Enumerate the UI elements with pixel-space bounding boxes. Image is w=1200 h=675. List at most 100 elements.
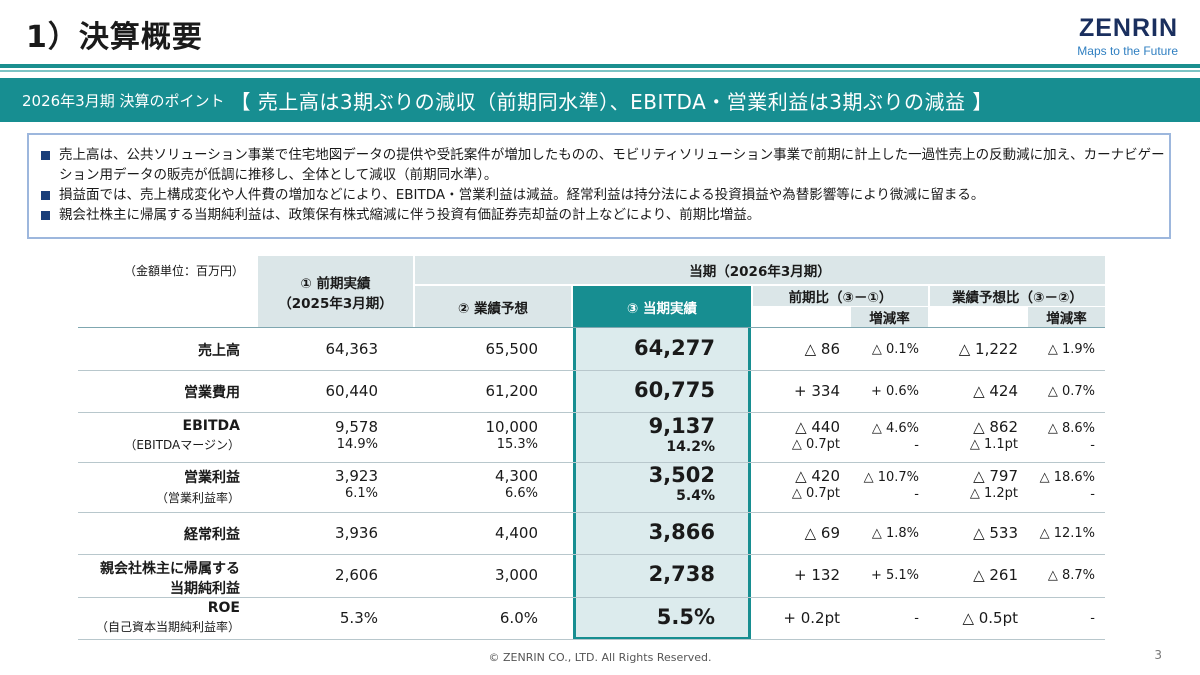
cell-fc-rate: △ 18.6% - — [1028, 470, 1095, 502]
row-label-sales: 売上高 — [198, 343, 240, 359]
cell-yoy-rate: + 0.6% — [870, 384, 919, 399]
cell-value: 3,923 — [335, 467, 378, 485]
header-rule-thin — [0, 70, 1200, 72]
cell-fc: △ 0.5pt — [962, 609, 1018, 627]
row-label-sub: （営業利益率） — [155, 491, 240, 505]
cell-actual: 60,775 — [633, 378, 715, 402]
cell-yoy-rate: △ 10.7% - — [851, 470, 919, 502]
row-divider — [78, 327, 1105, 328]
copyright-footer: © ZENRIN CO., LTD. All Rights Reserved. — [488, 651, 712, 664]
cell-subvalue: 14.9% — [336, 437, 378, 452]
cell-value: 4,300 — [495, 467, 538, 485]
banner-small-text: 2026年3月期 決算のポイント — [22, 91, 225, 110]
cell-prev: 2,606 — [335, 566, 378, 584]
cell-value: 3,502 — [648, 463, 715, 487]
logo-brand: ZENRIN — [1078, 14, 1178, 42]
row-label-main: ROE — [207, 600, 240, 616]
cell-fc: △ 1,222 — [958, 340, 1018, 358]
summary-list: 売上高は、公共ソリューション事業で住宅地図データの提供や受託案件が増加したものの… — [29, 135, 1169, 225]
row-label-main: 営業利益 — [184, 470, 240, 486]
cell-subvalue: - — [914, 487, 919, 502]
cell-forecast: 3,000 — [495, 566, 538, 584]
cell-value: △ 18.6% — [1039, 470, 1095, 485]
cell-fc-rate: △ 12.1% — [1039, 526, 1095, 541]
page-title: 1）決算概要 — [26, 20, 203, 55]
cell-subvalue: - — [1090, 487, 1095, 502]
cell-forecast: 10,000 15.3% — [415, 418, 539, 452]
header-rule — [0, 64, 1200, 68]
cell-actual: 5.5% — [656, 605, 715, 629]
cell-prev: 3,923 6.1% — [258, 467, 378, 501]
header-fc-rate: 増減率 — [1028, 307, 1105, 327]
header-prev-actual: ① 前期実績 （2025年3月期） — [258, 256, 413, 327]
row-divider — [78, 412, 1105, 413]
cell-yoy-rate: + 5.1% — [870, 568, 919, 583]
cell-fc-rate: △ 8.7% — [1047, 568, 1095, 583]
cell-forecast: 4,300 6.6% — [415, 467, 538, 501]
header-forecast: ② 業績予想 — [415, 286, 571, 327]
cell-prev: 5.3% — [339, 609, 378, 627]
logo-tagline: Maps to the Future — [1077, 44, 1178, 58]
cell-fc-rate: △ 8.6% - — [1028, 421, 1095, 453]
row-divider — [78, 462, 1105, 463]
cell-forecast: 6.0% — [499, 609, 538, 627]
cell-fc-rate: △ 0.7% — [1047, 384, 1095, 399]
header-actual: ③ 当期実績 — [573, 286, 751, 328]
row-label-operating-profit: 営業利益 （営業利益率） — [80, 467, 240, 506]
cell-fc: △ 424 — [973, 382, 1018, 400]
cell-subvalue: 6.1% — [344, 486, 378, 501]
cell-actual: 64,277 — [633, 336, 715, 360]
cell-yoy: △ 440 △ 0.7pt — [753, 418, 840, 452]
header-yoy-rate: 増減率 — [851, 307, 928, 327]
summary-item: 損益面では、売上構成変化や人件費の増加などにより、EBITDA・営業利益は減益。… — [39, 185, 1169, 205]
cell-prev: 9,578 14.9% — [258, 418, 378, 452]
cell-subvalue: 15.3% — [496, 437, 538, 452]
summary-box: 売上高は、公共ソリューション事業で住宅地図データの提供や受託案件が増加したものの… — [27, 133, 1171, 239]
cell-actual: 2,738 — [648, 562, 715, 586]
cell-value: △ 420 — [795, 467, 840, 485]
cell-fc-rate: - — [1090, 611, 1095, 626]
row-label-ebitda: EBITDA （EBITDAマージン） — [80, 418, 240, 453]
cell-fc-rate: △ 1.9% — [1047, 342, 1095, 357]
cell-value: 10,000 — [485, 418, 539, 436]
header-yoy: 前期比（③－①） — [753, 286, 928, 306]
header-prev-sub: （2025年3月期） — [278, 295, 393, 312]
cell-yoy: △ 420 △ 0.7pt — [753, 467, 840, 501]
cell-value: △ 8.6% — [1047, 421, 1095, 436]
header-current-period: 当期（2026年3月期） — [415, 256, 1105, 284]
summary-item: 親会社株主に帰属する当期純利益は、政策保有株式縮減に伴う投資有価証券売却益の計上… — [39, 205, 1169, 225]
unit-note: （金額単位：百万円） — [124, 264, 245, 278]
row-divider — [78, 554, 1105, 555]
cell-yoy: △ 86 — [804, 340, 840, 358]
cell-value: △ 4.6% — [871, 421, 919, 436]
row-label-roe: ROE （自己資本当期純利益率） — [80, 600, 240, 635]
row-divider — [78, 639, 1105, 640]
cell-value: △ 862 — [973, 418, 1018, 436]
current-actual-column — [573, 328, 751, 640]
row-label-sub: （EBITDAマージン） — [124, 438, 240, 452]
cell-prev: 60,440 — [325, 382, 379, 400]
summary-item: 売上高は、公共ソリューション事業で住宅地図データの提供や受託案件が増加したものの… — [39, 145, 1169, 185]
row-label-operating-expenses: 営業費用 — [184, 385, 240, 401]
row-label-main: EBITDA — [182, 418, 240, 434]
row-label-net-income: 親会社株主に帰属する 当期純利益 — [80, 558, 240, 598]
cell-yoy-rate: △ 1.8% — [871, 526, 919, 541]
cell-value: △ 440 — [795, 418, 840, 436]
row-divider — [78, 597, 1105, 598]
cell-prev: 3,936 — [335, 524, 378, 542]
cell-fc: △ 862 △ 1.1pt — [930, 418, 1018, 452]
cell-subvalue: - — [1090, 438, 1095, 453]
cell-yoy: + 334 — [794, 382, 840, 400]
cell-actual: 9,137 14.2% — [573, 414, 715, 455]
row-divider — [78, 512, 1105, 513]
cell-fc: △ 261 — [973, 566, 1018, 584]
cell-subvalue: 6.6% — [504, 486, 538, 501]
cell-yoy-rate: - — [914, 611, 919, 626]
cell-yoy-rate: △ 0.1% — [871, 342, 919, 357]
banner-headline: 【 売上高は3期ぶりの減収（前期同水準）、EBITDA・営業利益は3期ぶりの減益… — [230, 89, 993, 114]
cell-yoy: △ 69 — [804, 524, 840, 542]
cell-subvalue: △ 0.7pt — [791, 437, 840, 452]
page-number: 3 — [1154, 648, 1162, 662]
row-label-sub: （自己資本当期純利益率） — [95, 620, 240, 634]
cell-value: 9,137 — [648, 414, 715, 438]
